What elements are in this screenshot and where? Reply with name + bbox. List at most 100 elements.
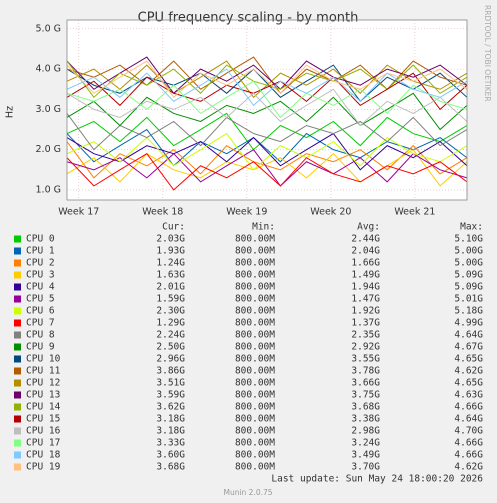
stats-header: Avg: xyxy=(357,222,380,233)
legend-swatch xyxy=(14,259,21,267)
y-tick-label: 5.0 G xyxy=(36,23,62,34)
stat-value: 3.68G xyxy=(351,402,380,413)
legend-swatch xyxy=(14,283,21,291)
series-line xyxy=(66,68,468,107)
stat-value: 1.29G xyxy=(156,318,185,329)
stat-value: 5.00G xyxy=(454,258,483,269)
legend-label: CPU 0 xyxy=(26,234,55,245)
legend-swatch xyxy=(14,235,21,243)
legend-label: CPU 13 xyxy=(26,390,60,401)
stat-value: 800.00M xyxy=(235,306,275,317)
stat-value: 5.10G xyxy=(454,234,483,245)
stat-value: 4.65G xyxy=(454,354,483,365)
stat-value: 3.59G xyxy=(156,390,185,401)
stat-value: 3.68G xyxy=(156,462,185,473)
series-line xyxy=(66,80,468,119)
stats-header: Min: xyxy=(252,222,275,233)
plot-frame xyxy=(66,19,468,201)
stat-value: 1.37G xyxy=(351,318,380,329)
stat-value: 3.70G xyxy=(351,462,380,473)
legend-swatch xyxy=(14,343,21,351)
stat-value: 4.63G xyxy=(454,390,483,401)
stat-value: 2.24G xyxy=(156,330,185,341)
stat-value: 3.60G xyxy=(156,450,185,461)
legend-swatch xyxy=(14,415,21,423)
stat-value: 1.92G xyxy=(351,306,380,317)
stat-value: 800.00M xyxy=(235,258,275,269)
stat-value: 800.00M xyxy=(235,318,275,329)
stat-value: 5.01G xyxy=(454,294,483,305)
stat-value: 800.00M xyxy=(235,354,275,365)
stat-value: 4.62G xyxy=(454,366,483,377)
y-tick-label: 1.0 G xyxy=(36,184,62,195)
stat-value: 1.93G xyxy=(156,246,185,257)
legend-swatch xyxy=(14,379,21,387)
legend-label: CPU 10 xyxy=(26,354,61,365)
stat-value: 3.24G xyxy=(351,438,380,449)
stat-value: 800.00M xyxy=(235,282,275,293)
legend-label: CPU 1 xyxy=(26,246,55,257)
legend-swatch xyxy=(14,331,21,339)
stats-header: Max: xyxy=(460,222,483,233)
stat-value: 3.51G xyxy=(156,378,185,389)
legend-swatch xyxy=(14,439,21,447)
stat-value: 3.33G xyxy=(156,438,185,449)
stat-value: 3.38G xyxy=(351,414,380,425)
stat-value: 800.00M xyxy=(235,378,275,389)
stat-value: 3.75G xyxy=(351,390,380,401)
legend-label: CPU 14 xyxy=(26,402,61,413)
stat-value: 3.66G xyxy=(351,378,380,389)
legend-label: CPU 3 xyxy=(26,270,55,281)
legend-label: CPU 5 xyxy=(26,294,55,305)
legend-label: CPU 6 xyxy=(26,306,55,317)
legend-label: CPU 4 xyxy=(26,282,55,293)
chart-title: CPU frequency scaling - by month xyxy=(138,11,359,26)
series-line xyxy=(66,56,468,95)
legend-swatch xyxy=(14,367,21,375)
stat-value: 2.04G xyxy=(351,246,380,257)
stat-value: 800.00M xyxy=(235,462,275,473)
stat-value: 2.35G xyxy=(351,330,380,341)
stat-value: 2.50G xyxy=(156,342,185,353)
stat-value: 800.00M xyxy=(235,402,275,413)
stat-value: 1.59G xyxy=(156,294,185,305)
stat-value: 3.78G xyxy=(351,366,380,377)
stat-value: 2.30G xyxy=(156,306,185,317)
stat-value: 800.00M xyxy=(235,294,275,305)
stat-value: 2.98G xyxy=(351,426,380,437)
legend-swatch xyxy=(14,271,21,279)
legend-swatch xyxy=(14,451,21,459)
legend-label: CPU 11 xyxy=(26,366,61,377)
stat-value: 800.00M xyxy=(235,246,275,257)
stat-value: 3.49G xyxy=(351,450,380,461)
stat-value: 3.55G xyxy=(351,354,380,365)
x-tick-label: Week 19 xyxy=(226,207,267,218)
stat-value: 800.00M xyxy=(235,438,275,449)
stat-value: 4.64G xyxy=(454,330,483,341)
stat-value: 1.94G xyxy=(351,282,380,293)
legend-swatch xyxy=(14,427,21,435)
y-axis-title: Hz xyxy=(5,106,16,118)
stat-value: 4.62G xyxy=(454,462,483,473)
x-tick-label: Week 18 xyxy=(142,207,183,218)
stat-value: 2.44G xyxy=(351,234,380,245)
y-tick-label: 2.0 G xyxy=(36,144,62,155)
stat-value: 4.70G xyxy=(454,426,483,437)
legend-swatch xyxy=(14,295,21,303)
legend-label: CPU 12 xyxy=(26,378,60,389)
stat-value: 4.66G xyxy=(454,402,483,413)
stat-value: 3.18G xyxy=(156,426,185,437)
stat-value: 800.00M xyxy=(235,426,275,437)
x-tick-label: Week 17 xyxy=(58,207,99,218)
legend-swatch xyxy=(14,247,21,255)
series-line xyxy=(66,60,468,99)
stat-value: 800.00M xyxy=(235,330,275,341)
x-tick-label: Week 21 xyxy=(394,207,435,218)
series-line xyxy=(66,149,468,187)
legend-label: CPU 17 xyxy=(26,438,60,449)
stat-value: 800.00M xyxy=(235,450,275,461)
side-text: RRDTOOL / TOBI OETIKER xyxy=(483,5,492,102)
y-tick-label: 3.0 G xyxy=(36,104,62,115)
last-update: Last update: Sun May 24 18:00:20 2026 xyxy=(271,474,483,485)
